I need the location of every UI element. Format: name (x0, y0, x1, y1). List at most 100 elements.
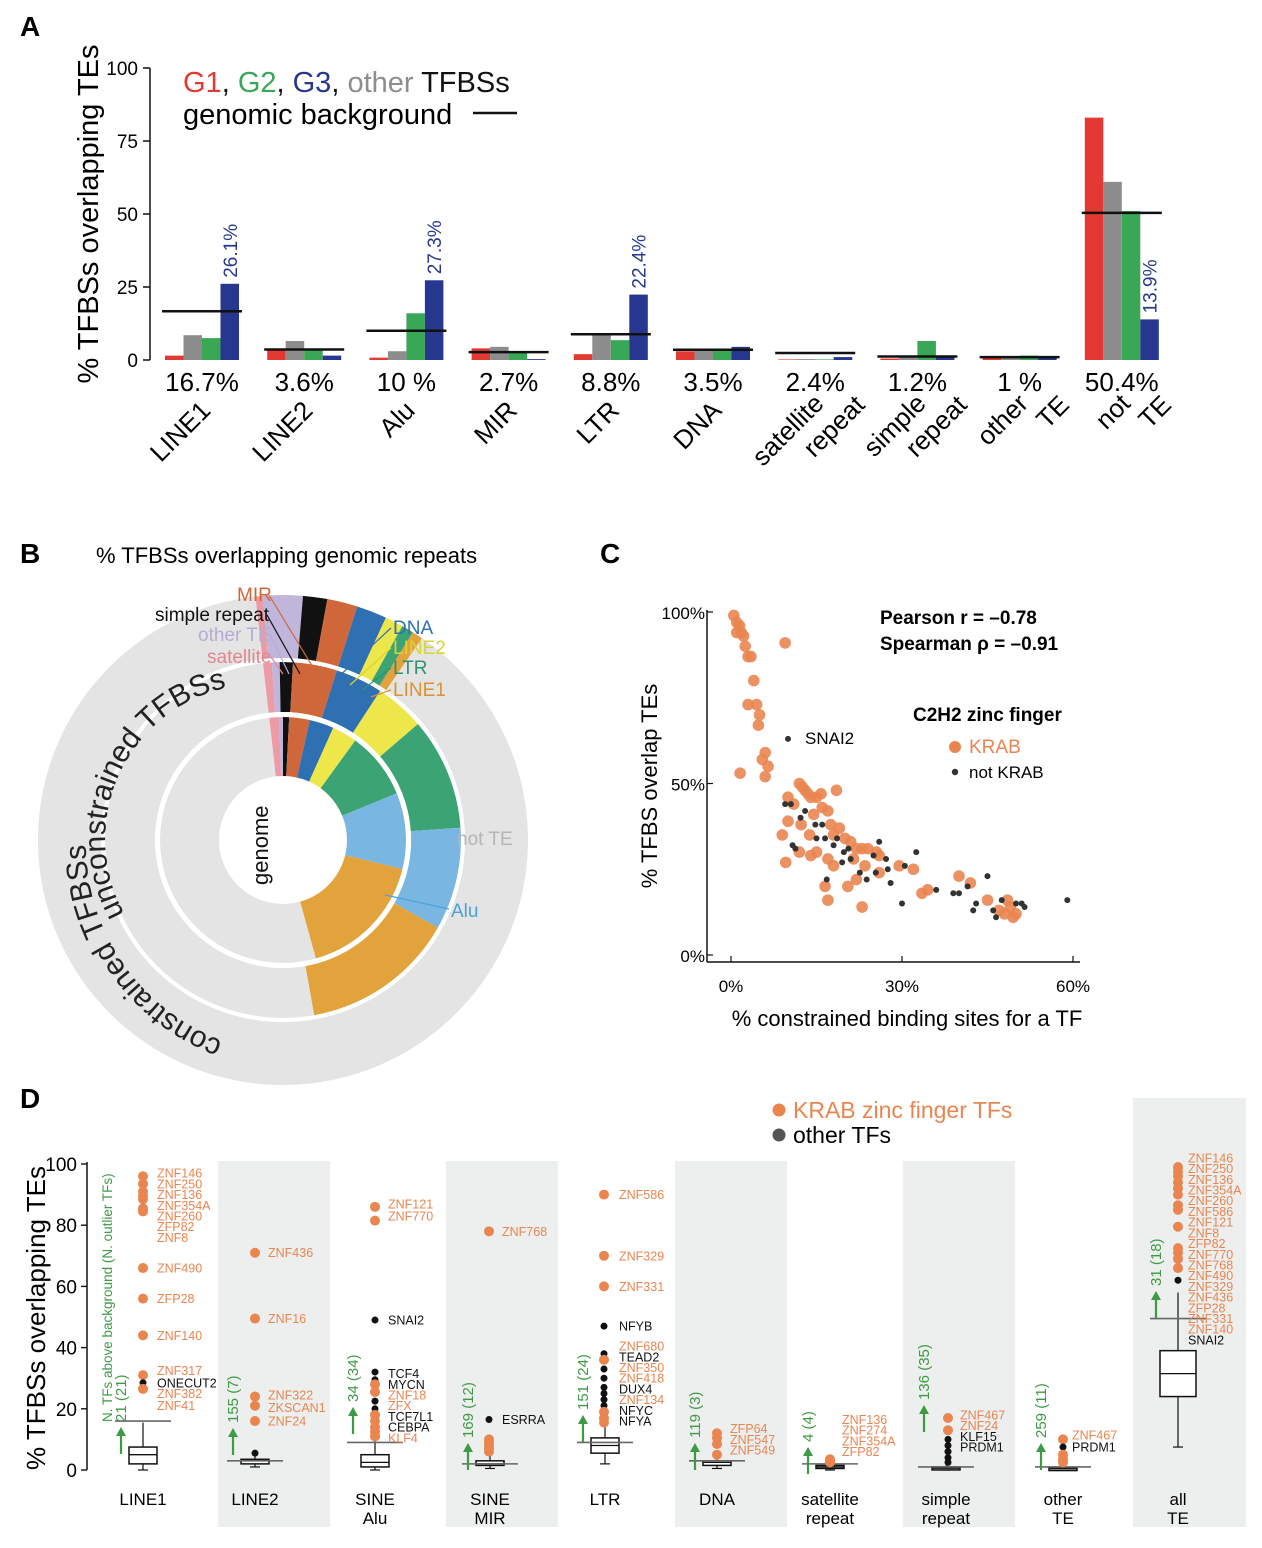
outlier-other (485, 1416, 493, 1424)
background-percent-label: 3.6% (275, 367, 334, 397)
pie-slice-unconstrained-dna (321, 670, 381, 733)
point-not-krab (792, 845, 799, 852)
outlier-other (944, 1448, 952, 1456)
group-label-line: LTR (590, 1490, 621, 1509)
point-not-krab (872, 869, 879, 876)
outlier-label: ZNF354A (842, 1434, 896, 1448)
group-label: LINE2 (231, 1490, 278, 1509)
legend-krab-marker (772, 1103, 786, 1117)
ring-separator (101, 658, 465, 1022)
outlier-label: ZNF329 (1188, 1280, 1233, 1294)
pie-slice-constrained-simple-repeat (297, 595, 328, 662)
legend-title: C2H2 zinc finger (913, 705, 1062, 726)
point-not-krab (840, 849, 847, 856)
point-krab (873, 849, 885, 862)
pie-slice-unconstrained-mir (290, 662, 337, 719)
outlier-krab (1058, 1457, 1068, 1468)
y-axis-title: % TFBSs overlapping TEs (21, 1166, 51, 1470)
point-not-krab (990, 907, 997, 914)
point-not-krab (834, 835, 841, 842)
point-krab (822, 853, 834, 865)
y-tick-label: 100% (662, 604, 705, 623)
outlier-label: ZNF586 (619, 1188, 664, 1202)
box (360, 1453, 390, 1468)
background-percent-label: 16.7% (165, 367, 239, 397)
outlier-krab (484, 1446, 494, 1457)
stat-label: Spearman ρ = –0.91 (880, 634, 1059, 655)
legend-krab-label: KRAB zinc finger TFs (793, 1097, 1012, 1123)
point-not-krab (1064, 897, 1071, 904)
outlier-label: ESRRA (502, 1413, 546, 1427)
point-krab (819, 880, 831, 893)
bar-mir-other (490, 346, 509, 360)
point-krab (953, 870, 965, 882)
legend-item: G3 (293, 67, 332, 99)
outlier-label: ZNF770 (388, 1210, 433, 1224)
category-label-line: MIR (468, 395, 523, 450)
g3-value-label: 13.9% (1141, 259, 1162, 313)
bar-satellite-repeat-g3 (833, 357, 853, 360)
shaded-column (903, 1161, 1015, 1527)
y-tick-label: 50% (671, 776, 705, 795)
category-label-line: Alu (373, 395, 421, 443)
outlier-label: ZNF146 (1188, 1151, 1233, 1165)
point-not-krab (1013, 900, 1019, 907)
outlier-other (371, 1316, 379, 1324)
bar-simple-repeat-other (898, 357, 918, 360)
slice-label-ltr: LTR (393, 658, 427, 679)
pie-slice-unconstrained-line2 (352, 690, 418, 757)
outlier-label: ZNF490 (157, 1262, 202, 1276)
outlier-label: ZNF768 (502, 1225, 547, 1239)
bar-other-te-other (1001, 357, 1020, 360)
category-label-line: LTR (570, 395, 625, 450)
point-krab (893, 860, 905, 872)
point-not-krab (956, 890, 962, 897)
bar-line2-g1 (267, 349, 286, 360)
point-krab (907, 863, 920, 876)
legend-item: TFBSs (414, 67, 510, 99)
y-axis-title: % TFBS overlap TEs (637, 684, 662, 889)
panel-letter-c: C (600, 538, 620, 569)
outlier-label: ZNF331 (619, 1280, 664, 1294)
count-label: 119 (3) (687, 1392, 704, 1438)
outlier-label: ZNF680 (619, 1340, 664, 1354)
background-percent-label: 50.4% (1085, 367, 1159, 397)
outlier-krab (250, 1313, 260, 1324)
group-label-line: TE (1167, 1509, 1189, 1528)
legend-item: other (347, 67, 413, 99)
outlier-label: ZFP82 (157, 1220, 195, 1234)
bar-alu-g2 (406, 313, 425, 360)
outlier-label: ZNF260 (1188, 1194, 1233, 1208)
up-arrow-head (348, 1407, 358, 1416)
point-not-krab (812, 821, 819, 828)
bar-satellite-repeat-g1 (778, 359, 797, 360)
outlier-label: ZNF586 (1188, 1205, 1233, 1219)
outlier-label: ZNF18 (388, 1389, 426, 1403)
bar-line1-g1 (165, 355, 184, 360)
outlier-krab (250, 1400, 260, 1411)
outlier-label: ZNF274 (842, 1424, 887, 1438)
outlier-label: PRDM1 (960, 1441, 1004, 1455)
group-label: satellite repeat (801, 1490, 859, 1528)
outlier-other (944, 1458, 952, 1466)
count-label: 21 (21) (113, 1374, 130, 1422)
up-arrow-head (690, 1443, 700, 1452)
x-tick-label: 30% (885, 977, 919, 996)
y-tick-label: 100 (45, 1155, 77, 1176)
bar-other-te-g1 (982, 357, 1002, 360)
outlier-label: ZNF121 (1188, 1216, 1233, 1230)
point-krab (752, 719, 765, 731)
pie-center (219, 776, 347, 904)
outlier-label: ZNF322 (268, 1389, 313, 1403)
bar-line2-g3 (322, 355, 342, 360)
legend-notkrab-label: not KRAB (969, 763, 1044, 782)
outlier-label: MYCN (388, 1378, 425, 1392)
pie-slice-unconstrained-line1 (305, 903, 438, 1016)
group-label-line: SINE (470, 1490, 510, 1509)
point-krab (748, 674, 760, 687)
group-label-line: other (1044, 1490, 1083, 1509)
group-label-line: SINE (355, 1490, 395, 1509)
outlier-krab (138, 1293, 148, 1304)
ring-label-genome: genome (248, 805, 273, 885)
pie-slice-constrained-other-te (263, 594, 303, 659)
